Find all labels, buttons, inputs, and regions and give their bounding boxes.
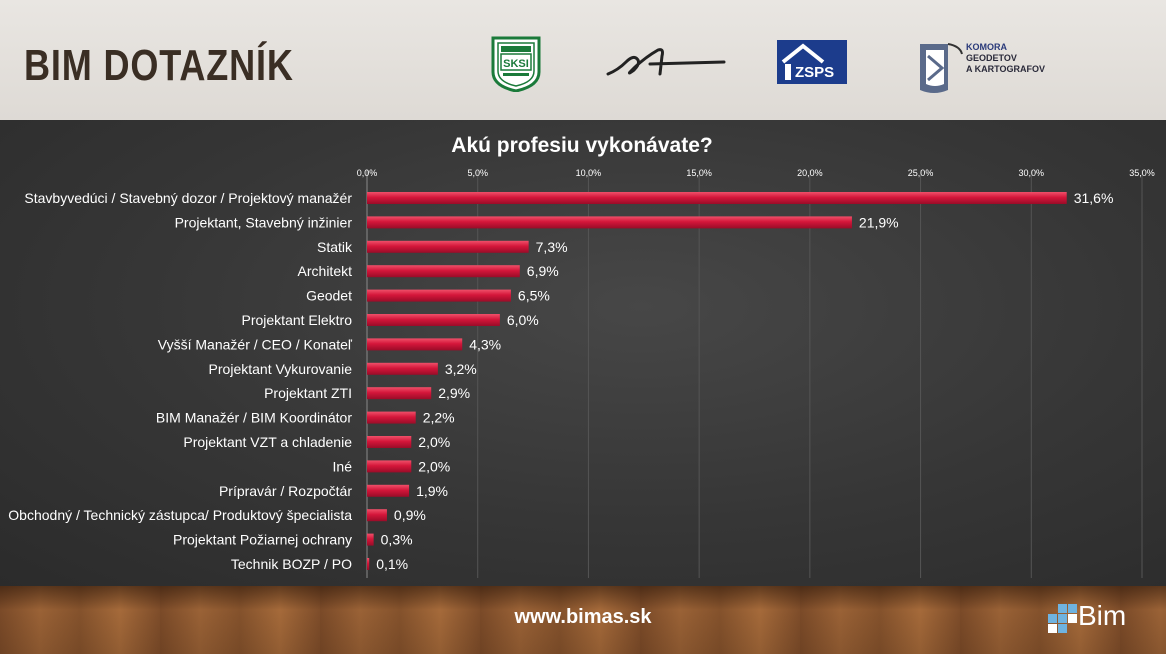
bar [367, 533, 374, 546]
bim-logo-square [1058, 624, 1067, 633]
footer-shade [0, 586, 1166, 654]
data-label: 7,3% [536, 239, 568, 255]
category-label: Projektant, Stavebný inžinier [175, 214, 353, 230]
bim-logo-square [1068, 614, 1077, 623]
category-label: Projektant VZT a chladenie [183, 434, 352, 450]
bar [367, 192, 1067, 204]
bar [367, 362, 438, 375]
bim-logo-square [1048, 624, 1057, 633]
bim-logo-square [1048, 614, 1057, 623]
data-label: 0,3% [381, 532, 413, 548]
data-label: 0,9% [394, 507, 426, 523]
data-label: 1,9% [416, 483, 448, 499]
bar [367, 460, 412, 473]
x-tick-label: 0,0% [357, 168, 378, 178]
bim-logo-square [1058, 604, 1067, 613]
category-label: Projektant Elektro [242, 312, 353, 328]
data-label: 0,1% [376, 556, 408, 572]
category-label: BIM Manažér / BIM Koordinátor [156, 410, 352, 426]
data-label: 6,0% [507, 312, 539, 328]
category-label: Statik [317, 239, 353, 255]
bar [367, 484, 410, 497]
bar [367, 216, 852, 229]
category-label: Obchodný / Technický zástupca/ Produktov… [8, 507, 352, 523]
x-tick-label: 10,0% [576, 168, 602, 178]
bim-logo-text: Bim [1078, 600, 1127, 631]
signature-logo [606, 48, 726, 76]
x-tick-label: 15,0% [686, 168, 712, 178]
komora-line-3: A KARTOGRAFOV [966, 64, 1046, 74]
data-label: 31,6% [1074, 190, 1114, 206]
bar [367, 338, 463, 351]
data-label: 6,9% [527, 263, 559, 279]
bar [367, 314, 500, 326]
category-label: Stavbyvedúci / Stavebný dozor / Projekto… [24, 190, 352, 206]
data-label: 2,0% [418, 434, 450, 450]
category-label: Prípravár / Rozpočtár [219, 483, 352, 499]
bar [367, 411, 416, 424]
category-label: Projektant Vykurovanie [209, 361, 353, 377]
x-tick-label: 25,0% [908, 168, 934, 178]
data-label: 6,5% [518, 288, 550, 304]
komora-emblem-icon [920, 43, 963, 93]
bar [367, 289, 511, 302]
category-label: Projektant ZTI [264, 385, 352, 401]
category-label: Geodet [306, 288, 352, 304]
category-label: Vyšší Manažér / CEO / Konateľ [158, 336, 353, 352]
bim-logo-square [1068, 604, 1077, 613]
header: BIM DOTAZNÍK SKSI ZSPS KOMORA GEODETOV A… [0, 0, 1166, 120]
sksi-text: SKSI [503, 58, 529, 70]
zsps-house-icon [781, 43, 825, 80]
bar [367, 509, 387, 522]
category-label: Architekt [298, 263, 353, 279]
data-label: 2,0% [418, 458, 450, 474]
category-label: Projektant Požiarnej ochrany [173, 532, 352, 548]
x-tick-label: 30,0% [1019, 168, 1045, 178]
sksi-logo: SKSI [491, 36, 541, 92]
data-label: 2,2% [423, 410, 455, 426]
category-label: Iné [333, 458, 353, 474]
bar [367, 436, 412, 448]
footer-url[interactable]: www.bimas.sk [514, 606, 652, 628]
chart-panel: Akú profesiu vykonávate? 0,0% 5,0% 10,0% 15… [0, 120, 1166, 586]
bar-chart: Akú profesiu vykonávate? 0,0% 5,0% 10,0% 15… [8, 134, 1155, 578]
bar [367, 265, 520, 278]
x-tick-label: 35,0% [1129, 168, 1155, 178]
bar [367, 387, 432, 400]
x-tick-label: 5,0% [467, 168, 488, 178]
bar [367, 240, 529, 253]
data-label: 4,3% [469, 336, 501, 352]
zsps-text: ZSPS [795, 64, 835, 81]
page-title: BIM DOTAZNÍK [24, 41, 294, 90]
bim-logo: Bim [1048, 600, 1148, 633]
komora-line-1: KOMORA [966, 42, 1007, 52]
data-label: 2,9% [438, 385, 470, 401]
data-label: 3,2% [445, 361, 477, 377]
komora-line-2: GEODETOV [966, 53, 1017, 63]
bar [367, 558, 370, 570]
data-label: 21,9% [859, 214, 899, 230]
chart-title: Akú profesiu vykonávate? [451, 134, 712, 157]
bim-logo-square [1058, 614, 1067, 623]
category-label: Technik BOZP / PO [231, 556, 352, 572]
zsps-logo: ZSPS [777, 40, 847, 84]
komora-logo: KOMORA GEODETOV A KARTOGRAFOV [916, 40, 1056, 96]
x-tick-label: 20,0% [797, 168, 823, 178]
